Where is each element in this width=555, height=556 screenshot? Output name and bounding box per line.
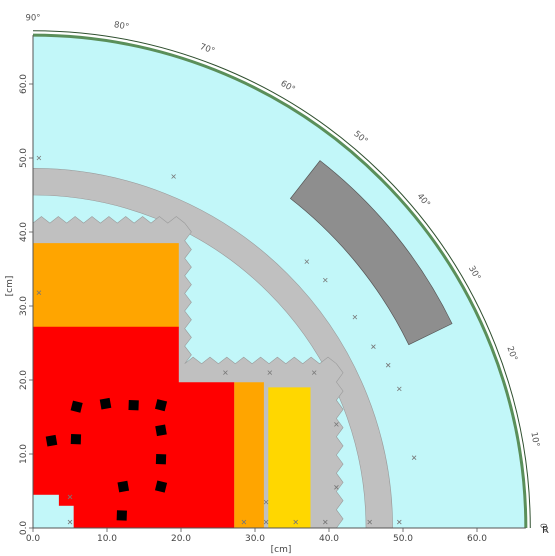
shield-sector xyxy=(289,160,453,346)
y-tick-label: 10.0 xyxy=(19,444,29,464)
marker-x xyxy=(371,344,376,349)
marker-x xyxy=(263,499,269,505)
control-rod xyxy=(154,480,168,493)
marker-x xyxy=(36,290,42,295)
angle-label: 40° xyxy=(415,192,432,210)
angle-label: 70° xyxy=(198,42,216,57)
angle-label: 30° xyxy=(466,264,482,282)
control-rod xyxy=(117,480,130,493)
marker-x xyxy=(323,277,328,283)
radial-axis-label: R xyxy=(542,525,549,536)
control-rod xyxy=(70,434,82,445)
marker-x xyxy=(311,370,317,375)
control-rod xyxy=(155,424,167,437)
y-tick-label: 60.0 xyxy=(19,74,29,94)
marker-x xyxy=(367,519,372,525)
marker-x xyxy=(397,519,402,525)
angle-label: 10° xyxy=(528,431,540,448)
marker-x xyxy=(352,314,358,320)
x-tick-label: 10.0 xyxy=(97,534,117,544)
angle-label: 20° xyxy=(504,345,519,363)
marker-x xyxy=(171,174,176,179)
control-rod xyxy=(116,510,127,521)
angle-label: 80° xyxy=(113,20,130,32)
y-axis-unit-label: [cm] xyxy=(5,276,15,297)
marker-x xyxy=(267,370,273,375)
x-tick-label: 30.0 xyxy=(245,534,265,544)
marker-x xyxy=(36,155,42,161)
x-tick-label: 60.0 xyxy=(467,534,487,544)
control-rod xyxy=(154,399,168,412)
marker-x xyxy=(223,370,228,375)
y-tick-label: 20.0 xyxy=(19,370,29,390)
control-rod xyxy=(128,399,139,411)
angle-label: 50° xyxy=(351,129,369,146)
angle-label: 0° xyxy=(537,523,547,533)
plot-area xyxy=(32,30,531,529)
control-rod xyxy=(45,434,58,447)
marker-x xyxy=(241,519,247,525)
marker-x xyxy=(334,422,339,427)
marker-x xyxy=(397,386,402,392)
control-rod xyxy=(70,400,83,413)
y-tick-label: 40.0 xyxy=(19,222,29,242)
control-rod xyxy=(155,454,167,465)
marker-x xyxy=(67,494,73,500)
angle-label: 60° xyxy=(279,79,297,95)
marker-x xyxy=(323,519,328,525)
outer-boundary xyxy=(32,33,528,529)
control-rod xyxy=(99,397,112,410)
water-gap xyxy=(33,494,74,528)
marker-x xyxy=(293,519,298,525)
x-tick-label: 20.0 xyxy=(171,534,191,544)
marker-x xyxy=(304,259,310,264)
x-tick-label: 50.0 xyxy=(393,534,413,544)
x-tick-label: 40.0 xyxy=(319,534,339,544)
outer-boundary-edge xyxy=(32,30,531,529)
marker-x xyxy=(385,362,391,368)
marker-x xyxy=(411,455,417,460)
fuel-zone-middle-orange xyxy=(234,382,264,528)
fuel-zone-outer-yellow xyxy=(268,387,311,528)
y-tick-label: 30.0 xyxy=(19,296,29,316)
angle-label: 90° xyxy=(25,14,40,24)
y-tick-label: 0.0 xyxy=(19,521,29,536)
x-tick-label: 0.0 xyxy=(26,534,41,544)
x-axis-unit-label: [cm] xyxy=(271,545,292,555)
marker-x xyxy=(334,485,339,490)
y-tick-label: 50.0 xyxy=(19,148,29,168)
fuel-zone-upper-orange xyxy=(33,243,179,329)
fuel-zone-core-red xyxy=(33,326,235,528)
marker-x xyxy=(263,519,269,525)
marker-x xyxy=(67,519,73,525)
